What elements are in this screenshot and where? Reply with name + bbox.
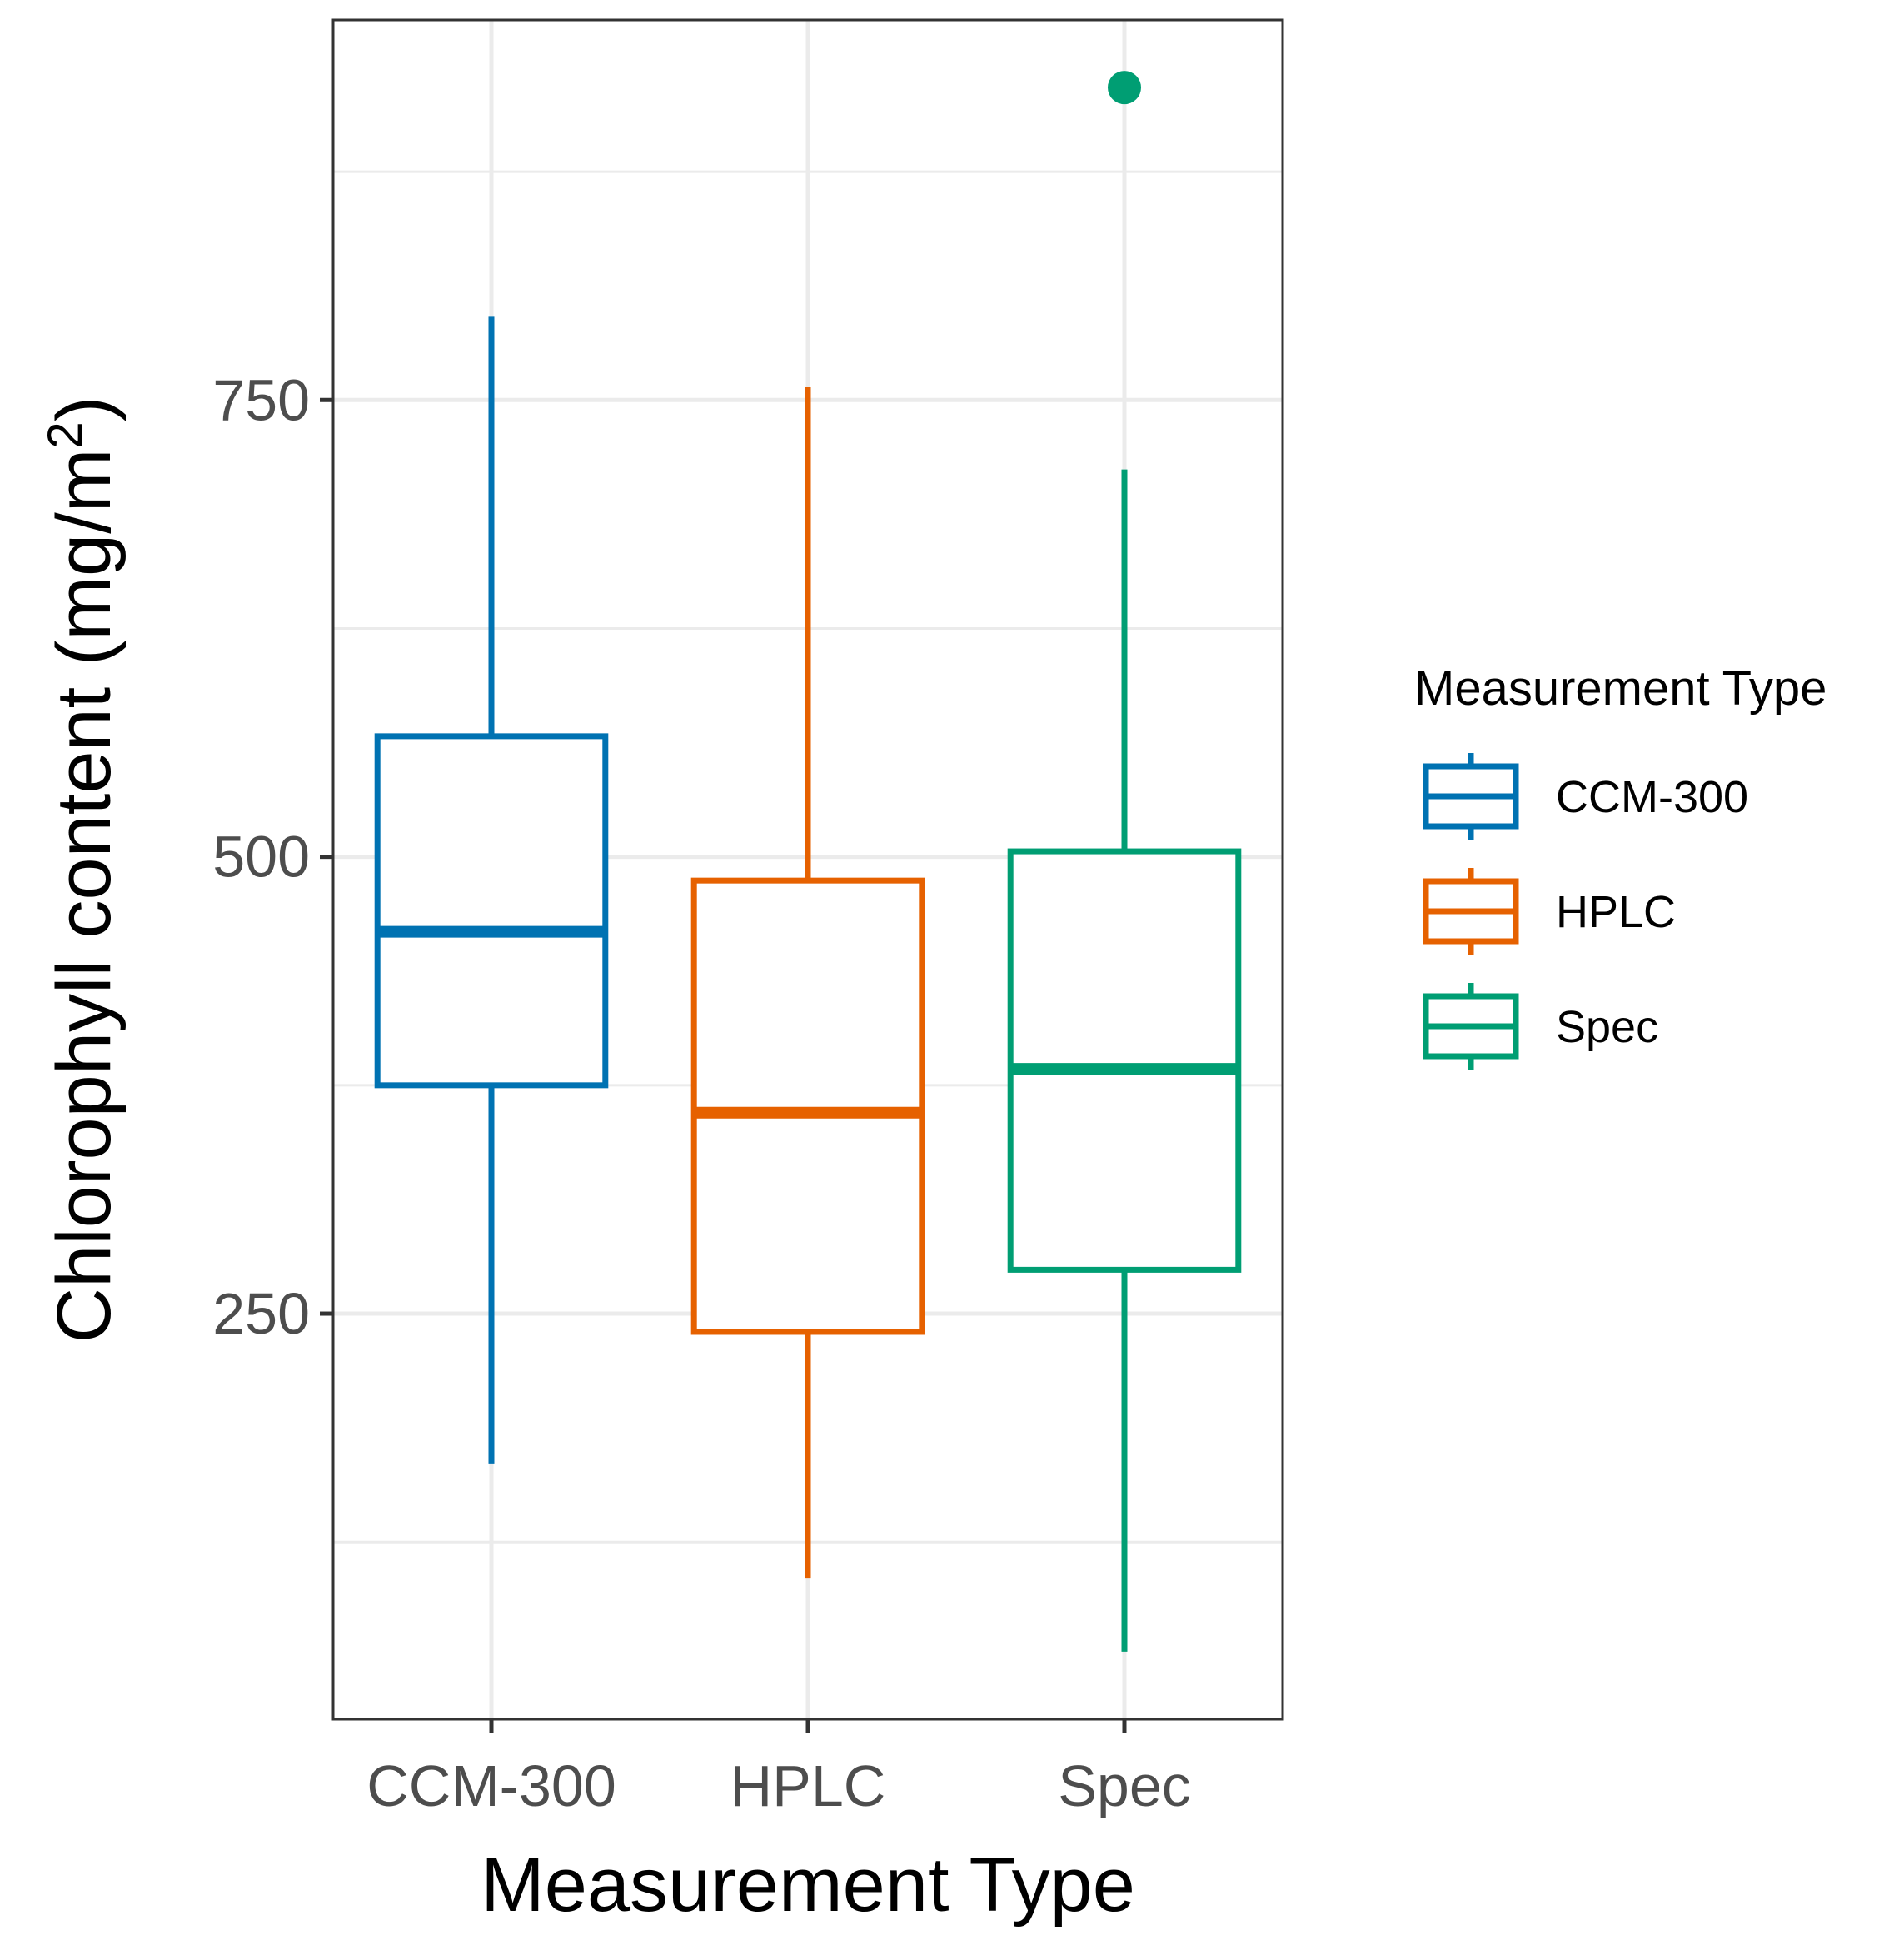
legend: CCM-300 HPLC Spec	[1423, 753, 1748, 1070]
legend-item-hplc: HPLC	[1423, 868, 1676, 955]
legend-title: Measurement Type	[1414, 661, 1827, 716]
y-axis-title-superscript: 2	[38, 421, 92, 448]
box-layer	[374, 71, 1242, 1652]
box-spec	[1007, 848, 1242, 1273]
x-tick-label-HPLC: HPLC	[730, 1753, 886, 1818]
y-tick-label-500: 500	[212, 825, 310, 890]
axis-layer: 250 500 750 CCM-300 HPLC Spec	[212, 367, 1191, 1818]
legend-label-hplc: HPLC	[1556, 887, 1676, 937]
y-axis-title: Chlorophyll content (mg/m2)	[38, 396, 127, 1344]
y-axis-title-close: )	[42, 396, 127, 422]
y-tick-label-750: 750	[212, 367, 310, 432]
outlier-spec-0	[1108, 71, 1141, 105]
legend-label-spec: Spec	[1556, 1002, 1658, 1052]
x-tick-label-Spec: Spec	[1058, 1753, 1191, 1818]
y-tick-label-250: 250	[212, 1281, 310, 1346]
y-axis-title-main: Chlorophyll content (mg/m	[42, 449, 127, 1344]
legend-label-ccm-300: CCM-300	[1556, 772, 1748, 822]
legend-item-spec: Spec	[1423, 983, 1658, 1070]
x-axis-title: Measurement Type	[481, 1843, 1135, 1928]
legend-item-ccm-300: CCM-300	[1423, 753, 1748, 840]
box-ccm-300	[374, 733, 609, 1089]
box-hplc	[690, 877, 925, 1335]
x-tick-label-CCM-300: CCM-300	[366, 1753, 616, 1818]
